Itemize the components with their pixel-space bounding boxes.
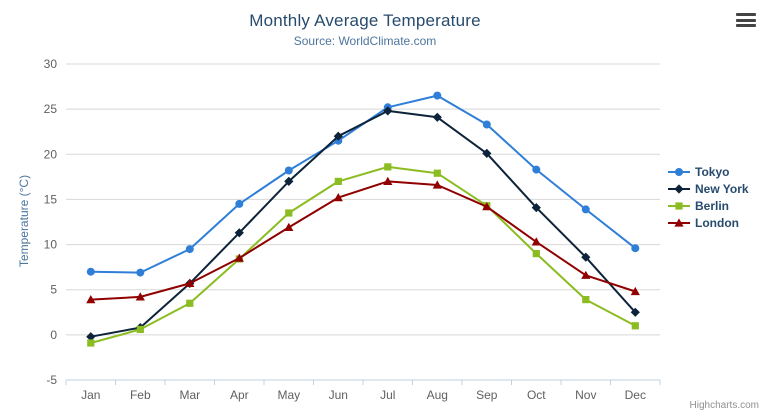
data-point-new-york[interactable] <box>234 228 244 238</box>
x-tick-label: Dec <box>625 388 646 402</box>
y-tick-label: 25 <box>44 102 58 116</box>
data-point-berlin[interactable] <box>87 339 95 347</box>
x-tick-label: Jun <box>329 388 348 402</box>
data-point-london[interactable] <box>284 222 294 231</box>
data-point-london[interactable] <box>86 295 96 304</box>
hamburger-icon <box>736 18 756 22</box>
x-tick-label: Feb <box>130 388 151 402</box>
data-point-berlin[interactable] <box>433 169 441 177</box>
series-line-london[interactable] <box>90 180 636 301</box>
legend-label-london: London <box>695 215 739 230</box>
y-tick-label: 30 <box>44 57 58 71</box>
data-point-london[interactable] <box>630 286 640 296</box>
y-tick-label: 10 <box>44 238 58 252</box>
series-line-new-york[interactable] <box>90 109 637 338</box>
data-point-london[interactable] <box>383 176 393 185</box>
data-point-berlin[interactable] <box>186 299 194 307</box>
data-point-new-york[interactable] <box>630 307 640 317</box>
data-point-new-york[interactable] <box>86 332 96 342</box>
hamburger-icon <box>736 24 756 27</box>
data-point-tokyo[interactable] <box>136 268 145 277</box>
data-point-new-york[interactable] <box>333 131 343 141</box>
legend: Tokyo New York Berlin London <box>668 163 749 231</box>
legend-label-berlin: Berlin <box>695 198 730 213</box>
data-point-london[interactable] <box>333 193 343 202</box>
series-line-berlin[interactable] <box>90 165 636 344</box>
x-tick-label: Sep <box>476 388 498 402</box>
data-point-london[interactable] <box>135 292 145 301</box>
x-tick-label: Mar <box>179 388 200 402</box>
data-point-new-york[interactable] <box>531 203 541 213</box>
data-point-london[interactable] <box>581 270 591 279</box>
data-point-berlin[interactable] <box>532 250 540 258</box>
chart-subtitle: Source: WorldClimate.com <box>293 34 437 48</box>
x-tick-label: Oct <box>527 388 546 402</box>
legend-item-berlin[interactable]: Berlin <box>668 197 749 214</box>
data-point-berlin[interactable] <box>582 296 590 304</box>
legend-marker-icon-new-york <box>668 183 690 194</box>
x-tick-label: Apr <box>230 388 249 402</box>
legend-label-tokyo: Tokyo <box>695 164 730 179</box>
legend-item-tokyo[interactable]: Tokyo <box>668 163 749 180</box>
y-axis-title: Temperature (°C) <box>17 174 31 268</box>
data-point-tokyo[interactable] <box>482 120 491 129</box>
legend-marker-icon-london <box>668 217 690 227</box>
data-point-new-york[interactable] <box>383 106 393 116</box>
data-point-tokyo[interactable] <box>235 199 244 208</box>
data-point-berlin[interactable] <box>136 325 144 333</box>
data-point-london[interactable] <box>432 180 442 189</box>
x-tick-label: May <box>277 388 300 402</box>
data-point-tokyo[interactable] <box>581 205 590 214</box>
y-tick-label: 5 <box>50 283 57 297</box>
data-point-tokyo[interactable] <box>86 267 95 276</box>
credits-link[interactable]: Highcharts.com <box>689 400 759 411</box>
data-point-tokyo[interactable] <box>284 166 293 175</box>
legend-marker-icon-berlin <box>668 201 690 210</box>
x-tick-label: Jul <box>380 388 395 402</box>
y-tick-label: -5 <box>46 373 57 387</box>
data-point-tokyo[interactable] <box>433 91 442 100</box>
x-tick-label: Aug <box>427 388 448 402</box>
x-tick-label: Jan <box>81 388 100 402</box>
data-point-berlin[interactable] <box>384 163 392 171</box>
data-point-london[interactable] <box>234 253 244 262</box>
data-point-berlin[interactable] <box>334 177 342 185</box>
y-tick-label: 20 <box>44 147 58 161</box>
legend-item-london[interactable]: London <box>668 214 749 231</box>
data-point-tokyo[interactable] <box>532 165 541 174</box>
series-line-tokyo[interactable] <box>90 94 636 274</box>
data-point-london[interactable] <box>482 202 492 211</box>
y-tick-label: 15 <box>44 192 58 206</box>
data-point-berlin[interactable] <box>285 209 293 217</box>
hamburger-icon <box>736 13 756 16</box>
data-point-new-york[interactable] <box>581 252 591 262</box>
data-point-tokyo[interactable] <box>185 245 194 254</box>
data-point-tokyo[interactable] <box>631 244 640 253</box>
data-point-new-york[interactable] <box>432 112 442 122</box>
data-point-new-york[interactable] <box>284 176 294 186</box>
y-tick-label: 0 <box>50 328 57 342</box>
legend-label-new-york: New York <box>695 181 749 196</box>
data-point-london[interactable] <box>185 278 195 287</box>
data-point-berlin[interactable] <box>631 322 639 330</box>
legend-item-new-york[interactable]: New York <box>668 180 749 197</box>
export-menu-button[interactable] <box>736 13 756 27</box>
data-point-london[interactable] <box>531 237 541 246</box>
legend-marker-icon-tokyo <box>668 167 690 176</box>
data-point-new-york[interactable] <box>482 148 492 158</box>
chart-title: Monthly Average Temperature <box>249 11 481 30</box>
x-tick-label: Nov <box>575 388 596 402</box>
